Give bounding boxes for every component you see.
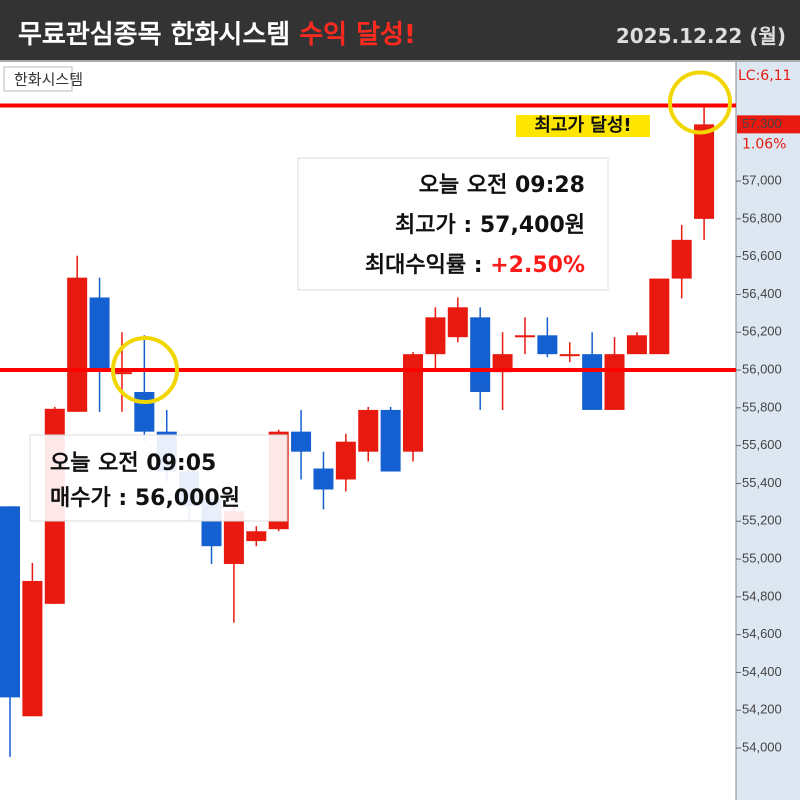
- candle-body: [559, 354, 580, 357]
- candle-body: [223, 511, 244, 564]
- candle-body: [291, 431, 312, 452]
- header: 무료관심종목 한화시스템 수익 달성! 2025.12.22 (월): [0, 0, 800, 62]
- y-tick-label: 54,800: [742, 588, 782, 603]
- candle-body: [447, 307, 468, 338]
- candle-body: [335, 441, 356, 480]
- candle-body: [649, 278, 670, 355]
- candle-body: [134, 391, 155, 432]
- y-tick-label: 56,200: [742, 324, 782, 339]
- candle-body: [403, 354, 424, 452]
- title: 무료관심종목 한화시스템 수익 달성!: [18, 14, 416, 51]
- y-tick-label: 54,400: [742, 664, 782, 679]
- peak-badge: 최고가 달성!: [534, 115, 631, 136]
- candle-body: [582, 354, 603, 410]
- date: 2025.12.22 (월): [615, 24, 786, 48]
- title-text: 무료관심종목 한화시스템: [18, 20, 291, 50]
- candle-body: [313, 468, 334, 490]
- candle-body: [626, 335, 647, 355]
- note-box: [297, 157, 609, 291]
- change-label: 1.06%: [742, 136, 786, 152]
- y-tick-label: 55,400: [742, 475, 782, 490]
- y-tick-label: 54,200: [742, 702, 782, 717]
- y-tick-label: 56,800: [742, 210, 782, 225]
- candle-body: [89, 297, 110, 371]
- y-tick-label: 55,200: [742, 513, 782, 528]
- candle-body: [111, 372, 132, 375]
- last-price-label: 57,300: [742, 116, 782, 131]
- note-box: [29, 434, 288, 522]
- y-tick-label: 54,000: [742, 739, 782, 754]
- y-tick-label: 57,000: [742, 173, 782, 188]
- symbol-label: 한화시스템: [14, 71, 83, 89]
- note-price: 매수가 : 56,000원: [50, 486, 240, 511]
- y-tick-label: 56,400: [742, 286, 782, 301]
- chart: 한화시스템 LC:6,11 54,000 54,200 54,400 54,600 54…: [0, 62, 800, 800]
- note-price: 최고가 : 57,400원: [395, 213, 585, 238]
- candle-body: [470, 317, 491, 392]
- note-time: 오늘 오전 09:28: [419, 173, 585, 198]
- highlight-circle: [111, 336, 179, 405]
- symbol-box: [3, 66, 73, 92]
- y-tick-label: 56,600: [742, 248, 782, 263]
- note-time: 오늘 오전 09:05: [50, 451, 216, 476]
- badge-bg: [516, 115, 650, 137]
- candle-body: [537, 335, 558, 355]
- y-tick-label: 56,000: [742, 361, 782, 376]
- candle-body: [492, 354, 513, 373]
- y-tick-label: 54,600: [742, 626, 782, 641]
- return-label: 최대수익률 :: [365, 253, 490, 278]
- candle-body: [380, 409, 401, 472]
- y-tick-label: 55,000: [742, 550, 782, 565]
- last-price-box: [737, 115, 800, 134]
- candle-body: [358, 409, 379, 452]
- candle-body: [604, 354, 625, 410]
- candle-body: [425, 317, 446, 355]
- candle-body: [246, 531, 267, 542]
- candle-body: [0, 506, 20, 698]
- candle-body: [671, 239, 692, 279]
- return-value: +2.50%: [490, 253, 585, 278]
- candle-body: [67, 277, 88, 412]
- y-tick-label: 55,800: [742, 399, 782, 414]
- candle-body: [22, 580, 43, 717]
- note-return: 최대수익률 : +2.50%: [365, 253, 585, 278]
- highlight-circle: [668, 70, 732, 135]
- y-tick-label: 55,600: [742, 437, 782, 452]
- title-highlight: 수익 달성!: [299, 20, 416, 50]
- candle-body: [514, 335, 535, 338]
- axis-panel: [736, 62, 800, 800]
- lc-label: LC:6,11: [738, 68, 791, 84]
- candle-body: [694, 124, 715, 219]
